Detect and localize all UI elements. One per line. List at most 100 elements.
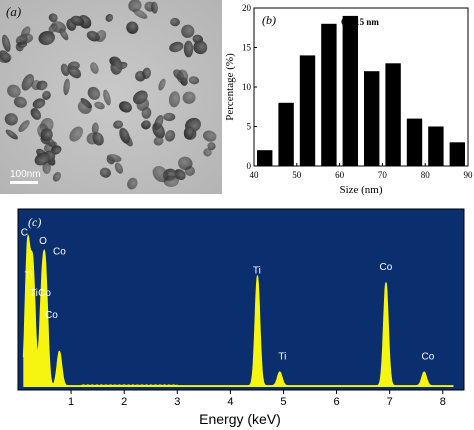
- hist-bar: [321, 23, 337, 166]
- nanoparticle: [92, 132, 104, 146]
- nanoparticle: [153, 136, 164, 146]
- nanoparticle: [36, 80, 48, 91]
- nanoparticle: [21, 74, 34, 91]
- eds-spectrum-line: [22, 234, 454, 387]
- nanoparticle: [99, 167, 111, 178]
- nanoparticle: [152, 166, 169, 183]
- nanoparticle: [142, 67, 151, 79]
- eds-x-tick-label: 7: [387, 396, 393, 408]
- nanoparticle: [40, 128, 53, 142]
- hist-bar: [364, 71, 380, 166]
- nanoparticle: [60, 63, 70, 77]
- nanoparticle: [87, 86, 101, 100]
- hist-x-tick-label: 50: [292, 170, 302, 180]
- nanoparticle: [203, 130, 217, 142]
- nanoparticle: [127, 177, 138, 190]
- eds-peak-label: Co: [422, 352, 435, 363]
- nanoparticle: [126, 21, 139, 34]
- hist-x-axis-label: Size (nm): [339, 184, 382, 196]
- nanoparticle: [77, 100, 92, 114]
- nanoparticle: [128, 0, 142, 12]
- nanoparticle: [168, 91, 181, 108]
- eds-x-tick-label: 8: [440, 396, 446, 408]
- hist-bar: [449, 142, 465, 166]
- hist-x-tick-label: 80: [421, 170, 431, 180]
- hist-bar: [385, 63, 401, 166]
- nanoparticle: [181, 24, 195, 38]
- nanoparticle: [69, 126, 84, 142]
- nanoparticle: [133, 90, 148, 105]
- nanoparticle: [95, 30, 107, 43]
- hist-title: 65±15 nm: [341, 17, 379, 27]
- hist-y-tick-label: 10: [242, 82, 252, 92]
- size-histogram: 40 50 60 70 80 90 0 5 10 15 20 (b) 65±15 nm Size (…: [224, 3, 473, 196]
- hist-ticks: 40 50 60 70 80 90 0 5 10 15 20: [242, 3, 473, 180]
- nanoparticle: [119, 127, 130, 144]
- hist-y-axis-label: Percentage (%): [224, 53, 236, 121]
- nanoparticle: [30, 108, 42, 120]
- hist-y-tick-label: 15: [242, 43, 252, 53]
- nanoparticle: [67, 65, 82, 79]
- nanoparticle: [4, 113, 18, 126]
- nanoparticle: [176, 69, 189, 84]
- nanoparticle: [42, 161, 51, 174]
- nanoparticle: [106, 154, 122, 163]
- nanoparticle: [110, 58, 123, 75]
- nanoparticle: [169, 41, 184, 53]
- scale-bar: [10, 181, 38, 184]
- eds-peak-label: Ti: [253, 266, 261, 277]
- nanoparticle: [164, 129, 176, 142]
- nanoparticle: [133, 8, 148, 19]
- eds-x-tick-label: 6: [334, 396, 340, 408]
- nanoparticle: [151, 1, 158, 14]
- eds-peak-label: Co: [38, 288, 51, 299]
- eds-x-tick-label: 2: [121, 396, 127, 408]
- hist-x-tick-label: 70: [378, 170, 388, 180]
- nanoparticle: [38, 31, 55, 45]
- nanoparticle: [42, 90, 51, 100]
- eds-peak-label: Co: [380, 262, 393, 273]
- nanoparticle: [13, 96, 27, 108]
- nanoparticle: [48, 13, 58, 23]
- hist-bar: [406, 118, 423, 166]
- eds-peak-label: Co: [53, 247, 66, 258]
- nanoparticle: [119, 101, 132, 113]
- nanoparticle: [178, 156, 193, 171]
- hist-y-tick-label: 20: [242, 3, 252, 13]
- nanoparticle: [52, 172, 62, 182]
- eds-peak-label: Ti: [25, 271, 33, 282]
- hist-bar: [278, 102, 294, 166]
- hist-bars: [257, 15, 465, 167]
- nanoparticles: [0, 0, 217, 190]
- panel-a-label: (a): [6, 4, 21, 19]
- nanoparticle: [91, 122, 99, 135]
- eds-x-tick-label: 3: [174, 396, 180, 408]
- nanoparticle: [114, 162, 124, 174]
- nanoparticle: [59, 28, 69, 41]
- nanoparticle: [183, 126, 195, 140]
- eds-x-tick-label: 5: [280, 396, 286, 408]
- eds-x-axis-label: Energy (keV): [199, 411, 281, 427]
- eds-x-tick-label: 1: [68, 396, 74, 408]
- nanoparticle: [113, 120, 124, 129]
- nanoparticle: [94, 101, 105, 110]
- nanoparticle: [154, 114, 164, 131]
- nanoparticle: [1, 34, 11, 52]
- nanoparticle: [18, 120, 30, 133]
- nanoparticle: [103, 89, 111, 106]
- eds-plot-background: [17, 208, 465, 391]
- nanoparticle: [7, 84, 21, 98]
- eds-peak-label: Co: [45, 310, 58, 321]
- nanoparticle: [90, 62, 99, 74]
- nanoparticle: [183, 40, 194, 58]
- nanoparticle: [141, 120, 151, 130]
- nanoparticle: [188, 76, 200, 85]
- eds-x-tick-label: 4: [227, 396, 233, 408]
- nanoparticle: [105, 13, 114, 22]
- nanoparticle: [203, 148, 212, 157]
- hist-bar: [342, 15, 358, 167]
- scale-bar-label: 100nm: [10, 169, 41, 180]
- nanoparticle: [207, 142, 216, 151]
